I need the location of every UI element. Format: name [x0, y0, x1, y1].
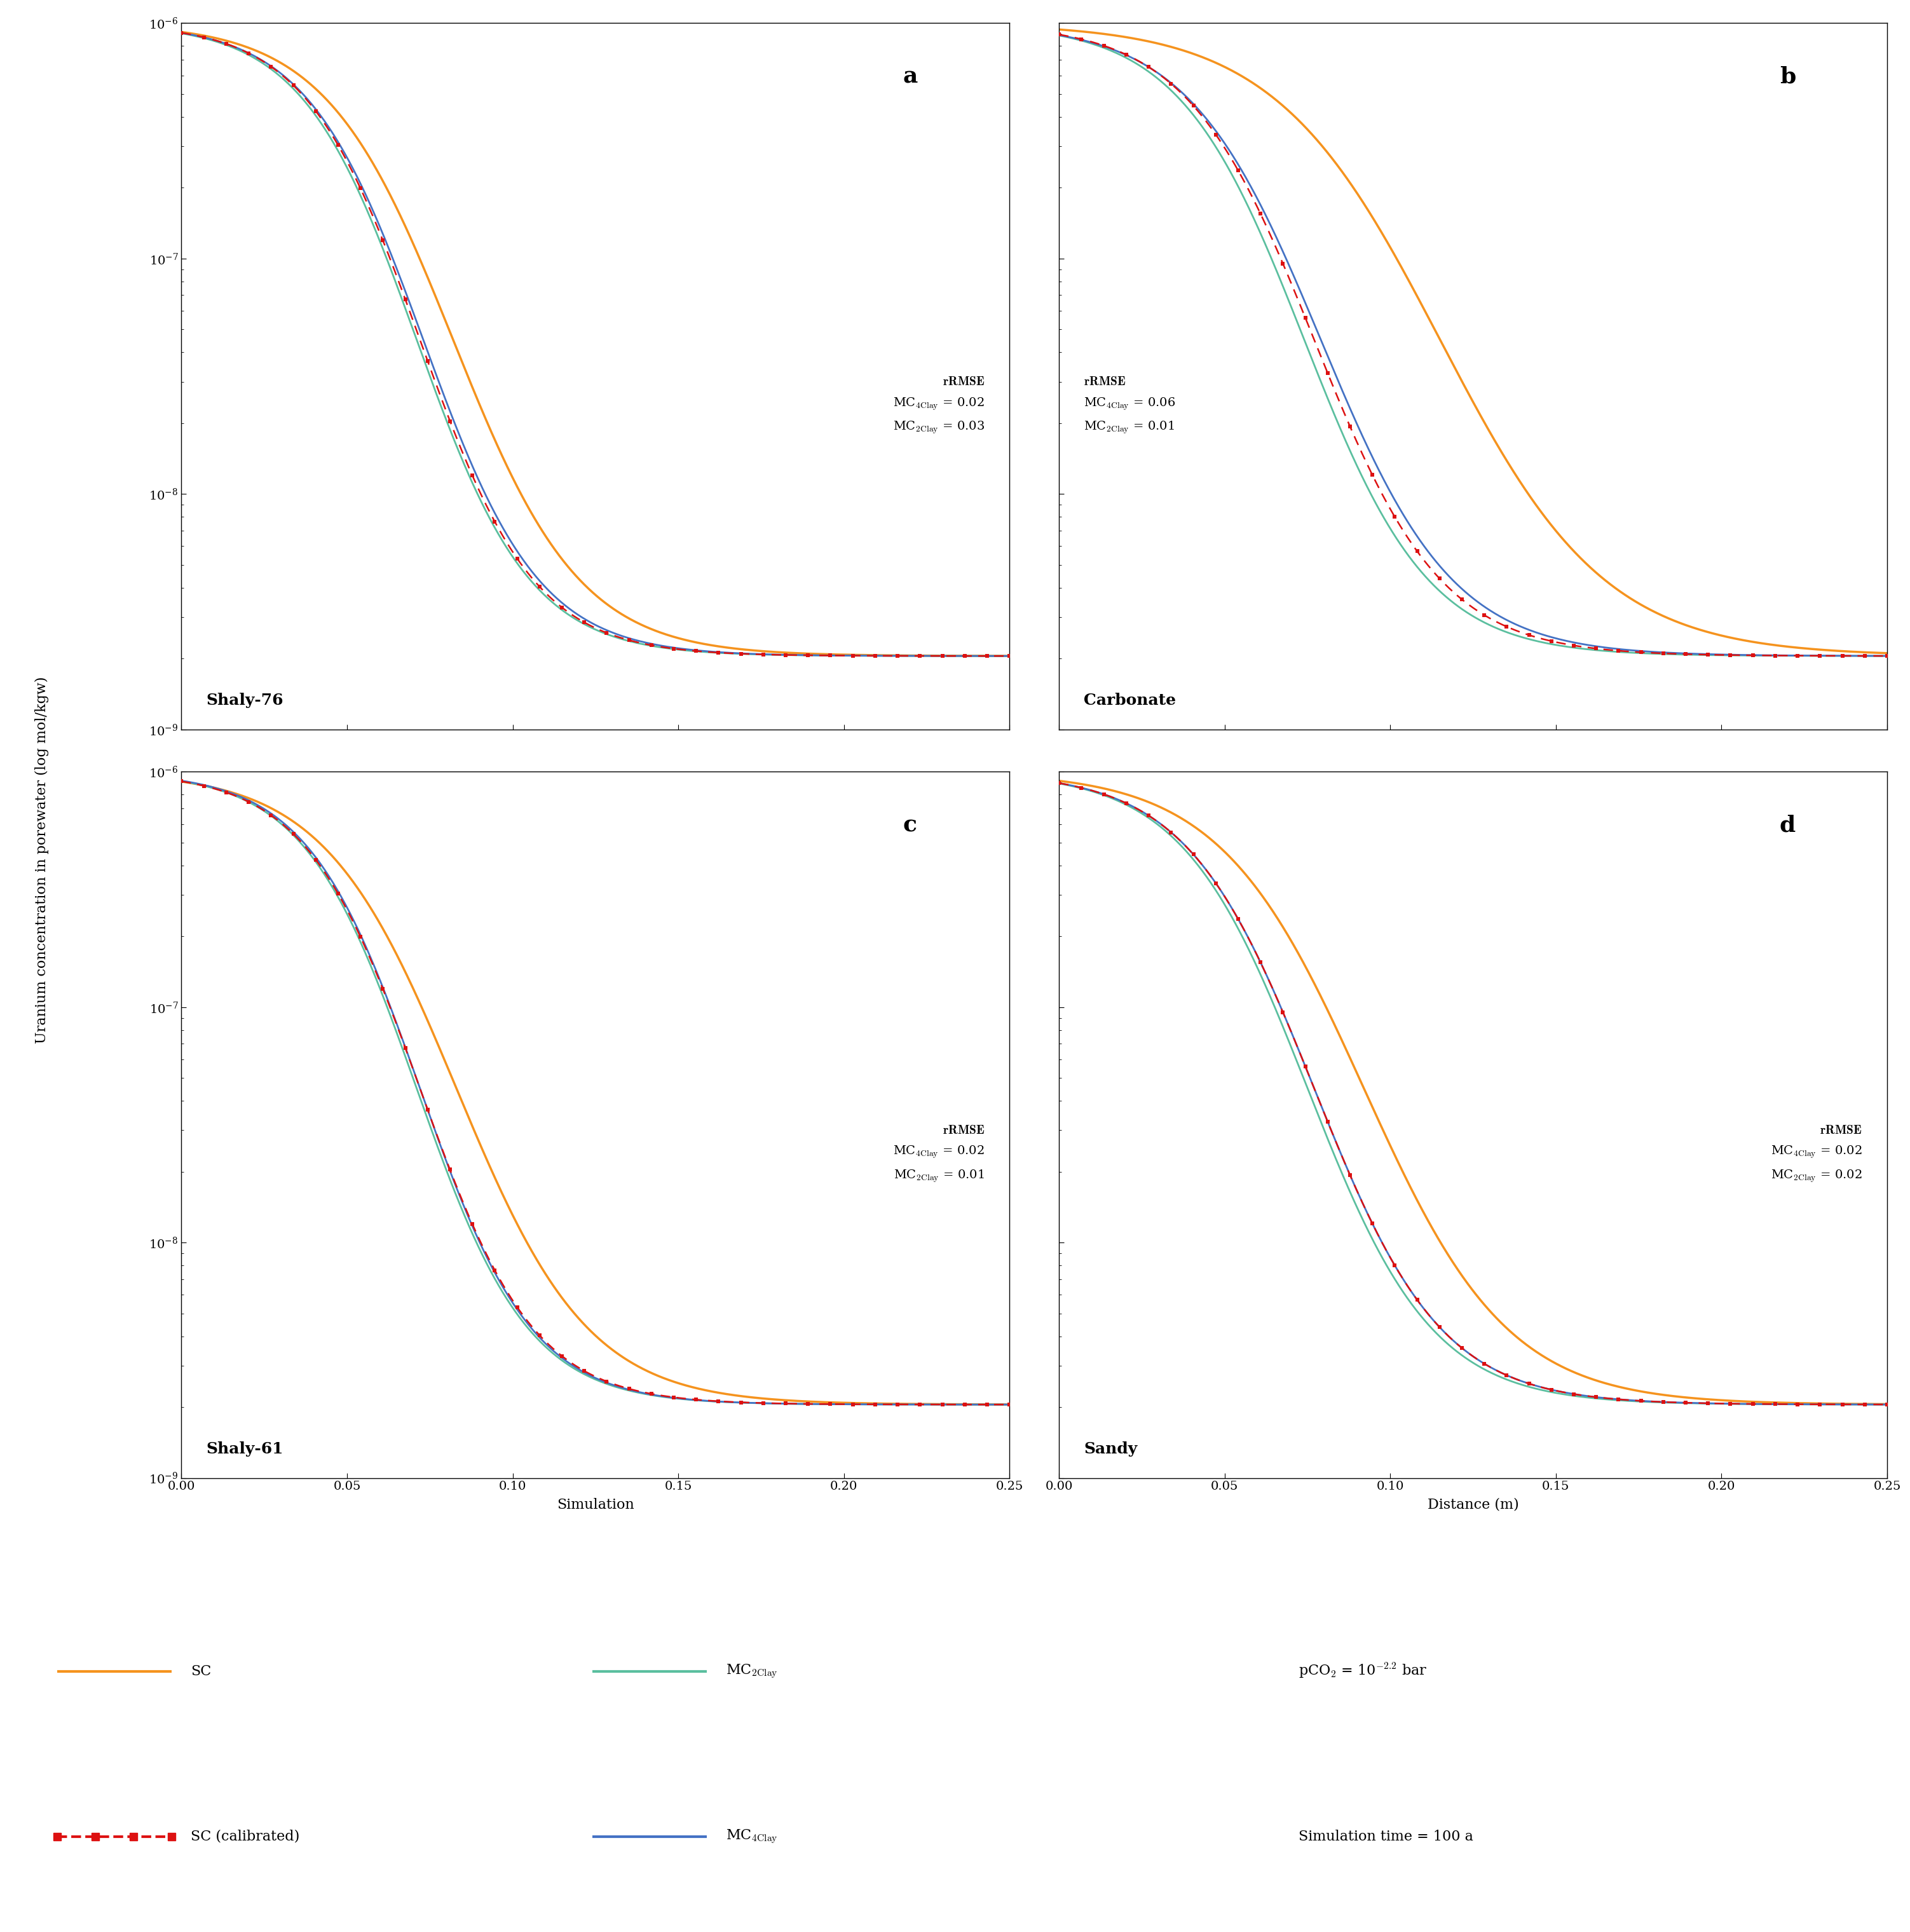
X-axis label: Distance (m): Distance (m)	[1427, 1497, 1518, 1511]
Text: c: c	[903, 813, 917, 837]
Text: a: a	[903, 66, 917, 87]
Text: SC (calibrated): SC (calibrated)	[191, 1830, 300, 1843]
Text: $\mathbf{rRMSE}$
MC$_{4\mathrm{Clay}}$ = 0.02
MC$_{2\mathrm{Clay}}$ = 0.01: $\mathbf{rRMSE}$ MC$_{4\mathrm{Clay}}$ =…	[894, 1124, 984, 1184]
Text: b: b	[1780, 66, 1795, 87]
Text: pCO$_2$ = 10$^{-2.2}$ bar: pCO$_2$ = 10$^{-2.2}$ bar	[1299, 1662, 1427, 1681]
Text: Shaly-76: Shaly-76	[206, 694, 283, 709]
Text: $\mathbf{rRMSE}$
MC$_{4\mathrm{Clay}}$ = 0.02
MC$_{2\mathrm{Clay}}$ = 0.02: $\mathbf{rRMSE}$ MC$_{4\mathrm{Clay}}$ =…	[1771, 1124, 1862, 1184]
Text: Uranium concentration in porewater (log mol/kgw): Uranium concentration in porewater (log …	[34, 676, 50, 1043]
Text: Carbonate: Carbonate	[1085, 694, 1177, 709]
Text: Simulation time = 100 a: Simulation time = 100 a	[1299, 1830, 1473, 1843]
Text: MC$_{4\mathrm{Clay}}$: MC$_{4\mathrm{Clay}}$	[726, 1828, 777, 1845]
X-axis label: Simulation: Simulation	[556, 1497, 634, 1511]
Text: Shaly-61: Shaly-61	[206, 1441, 283, 1457]
Text: d: d	[1780, 813, 1795, 837]
Text: $\mathbf{rRMSE}$
MC$_{4\mathrm{Clay}}$ = 0.06
MC$_{2\mathrm{Clay}}$ = 0.01: $\mathbf{rRMSE}$ MC$_{4\mathrm{Clay}}$ =…	[1085, 377, 1177, 435]
Text: MC$_{2\mathrm{Clay}}$: MC$_{2\mathrm{Clay}}$	[726, 1663, 777, 1679]
Text: Sandy: Sandy	[1085, 1441, 1138, 1457]
Text: $\mathbf{rRMSE}$
MC$_{4\mathrm{Clay}}$ = 0.02
MC$_{2\mathrm{Clay}}$ = 0.03: $\mathbf{rRMSE}$ MC$_{4\mathrm{Clay}}$ =…	[894, 377, 984, 435]
Text: SC: SC	[191, 1663, 212, 1679]
